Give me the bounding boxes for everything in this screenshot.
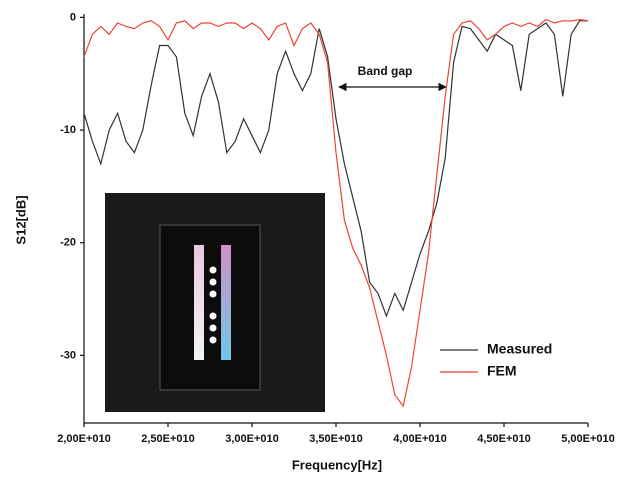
x-tick-label: 2,50E+010 — [141, 433, 195, 445]
x-tick-label: 5,00E+010 — [561, 433, 615, 445]
y-tick-label: -20 — [60, 237, 76, 249]
x-axis-label: Frequency[Hz] — [292, 457, 382, 472]
x-tick-label: 3,00E+010 — [225, 433, 279, 445]
y-tick-label: -10 — [60, 124, 76, 136]
x-tick-label: 2,00E+010 — [57, 433, 111, 445]
x-tick-label: 4,50E+010 — [477, 433, 531, 445]
x-tick-label: 3,50E+010 — [309, 433, 363, 445]
chart: S12[dB] Frequency[Hz] Band gap 0 -10 -20 -3… — [0, 0, 633, 483]
x-tick-label: 4,00E+010 — [393, 433, 447, 445]
legend-label: FEM — [487, 363, 517, 379]
y-tick-label: 0 — [70, 11, 76, 23]
y-axis-label: S12[dB] — [13, 195, 28, 244]
inset-photo — [105, 193, 325, 412]
legend-label: Measured — [487, 341, 552, 357]
annotation: Band gap — [358, 64, 413, 78]
y-tick-label: -30 — [60, 349, 76, 361]
